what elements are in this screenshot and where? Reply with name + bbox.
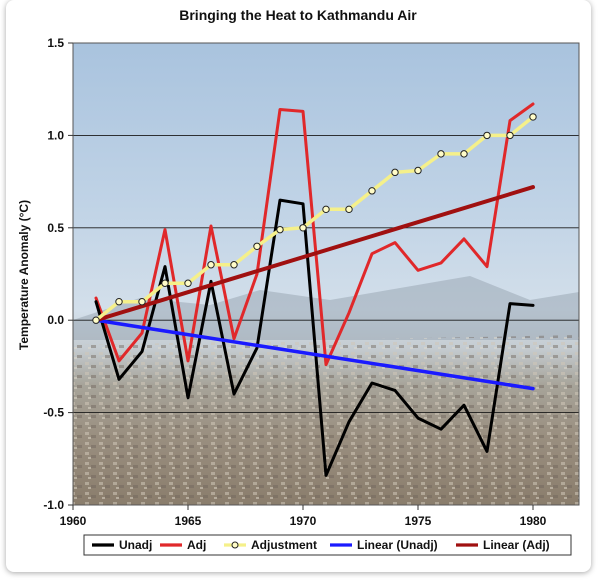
y-axis: -1.0 -0.5 0.0 0.5 1.0 1.5 (43, 36, 73, 512)
data-point-adjustment (253, 242, 261, 250)
data-point-adjustment (391, 168, 399, 177)
y-tick-label: -0.5 (43, 406, 64, 420)
legend-label-linear-adj: Linear (Adj) (483, 538, 550, 552)
legend-label-unadj: Unadj (119, 538, 152, 552)
plot-area (72, 42, 580, 506)
legend-box (83, 534, 572, 556)
series-line-linear-adj (94, 185, 535, 323)
data-point-adjustment (161, 279, 169, 287)
legend-label-adj: Adj (187, 538, 206, 552)
data-point-adjustment (460, 150, 468, 158)
hills-shape (73, 276, 579, 340)
series-line-adjustment (94, 115, 535, 322)
series-line-linear-unadj (94, 318, 535, 391)
y-tick-label: 1.5 (47, 36, 64, 50)
legend-marker-adjustment (231, 541, 239, 549)
legend-label-linear-unadj: Linear (Unadj) (357, 538, 438, 552)
data-point-adjustment (299, 224, 307, 232)
data-point-adjustment (506, 131, 514, 140)
legend-label-adjustment: Adjustment (251, 538, 317, 552)
x-tick-label: 1965 (175, 514, 202, 528)
data-point-adjustment (115, 298, 123, 306)
legend: Unadj Adj Adjustment Linear (Unadj) Linear (… (83, 534, 572, 556)
data-point-adjustment (368, 187, 376, 195)
x-axis: 1960 1965 1970 1975 1980 (60, 505, 547, 528)
data-point-adjustment (529, 113, 537, 121)
x-tick-label: 1980 (520, 514, 547, 528)
x-tick-label: 1975 (405, 514, 432, 528)
y-tick-label: 0.5 (47, 221, 64, 235)
y-tick-label: 1.0 (47, 128, 64, 142)
x-tick-label: 1960 (60, 514, 87, 528)
data-point-adjustment (138, 298, 146, 306)
data-point-adjustment (322, 205, 330, 214)
plot-border (72, 42, 580, 506)
data-point-adjustment (230, 261, 238, 269)
y-tick-label: -1.0 (43, 498, 64, 512)
data-point-adjustment (345, 205, 353, 214)
x-tick-label: 1970 (290, 514, 317, 528)
series-line-unadj (94, 198, 535, 477)
data-point-adjustment (437, 150, 445, 158)
series-line-adj (94, 102, 535, 367)
data-point-adjustment (414, 166, 422, 175)
chart-title: Bringing the Heat to Kathmandu Air (179, 7, 417, 23)
y-axis-label: Temperature Anomaly (°C) (17, 200, 31, 350)
y-tick-label: 0.0 (47, 313, 64, 327)
series-layer (92, 102, 537, 477)
data-point-adjustment (207, 261, 215, 269)
data-point-adjustment (92, 316, 100, 324)
data-point-adjustment (276, 225, 284, 234)
data-point-adjustment (483, 131, 491, 140)
data-point-adjustment (184, 279, 192, 287)
